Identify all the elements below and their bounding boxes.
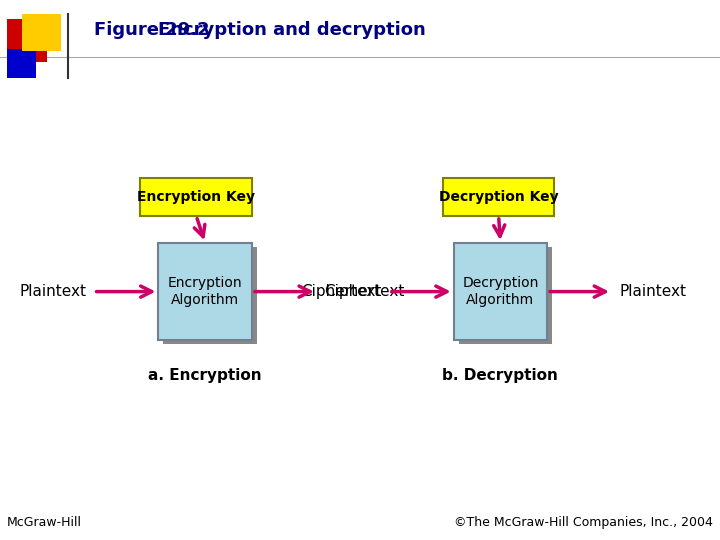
Text: Plaintext: Plaintext xyxy=(19,284,86,299)
FancyBboxPatch shape xyxy=(443,178,554,216)
FancyBboxPatch shape xyxy=(158,243,252,340)
Text: Encryption Key: Encryption Key xyxy=(138,190,255,204)
FancyBboxPatch shape xyxy=(454,243,547,340)
FancyBboxPatch shape xyxy=(7,19,47,62)
Text: Encryption and decryption: Encryption and decryption xyxy=(133,21,426,39)
Text: Ciphertext: Ciphertext xyxy=(324,284,405,299)
FancyBboxPatch shape xyxy=(459,247,552,344)
Text: a. Encryption: a. Encryption xyxy=(148,368,262,383)
Text: Figure 29.2: Figure 29.2 xyxy=(94,21,210,39)
Text: b. Decryption: b. Decryption xyxy=(443,368,558,383)
FancyBboxPatch shape xyxy=(140,178,252,216)
FancyBboxPatch shape xyxy=(7,49,36,78)
Text: Ciphertext: Ciphertext xyxy=(301,284,382,299)
Text: McGraw-Hill: McGraw-Hill xyxy=(7,516,82,529)
Text: Decryption
Algorithm: Decryption Algorithm xyxy=(462,276,539,307)
Text: Plaintext: Plaintext xyxy=(619,284,686,299)
Text: Encryption
Algorithm: Encryption Algorithm xyxy=(168,276,243,307)
Text: ©The McGraw-Hill Companies, Inc., 2004: ©The McGraw-Hill Companies, Inc., 2004 xyxy=(454,516,713,529)
Text: Decryption Key: Decryption Key xyxy=(438,190,559,204)
FancyBboxPatch shape xyxy=(22,14,61,51)
FancyBboxPatch shape xyxy=(163,247,257,344)
